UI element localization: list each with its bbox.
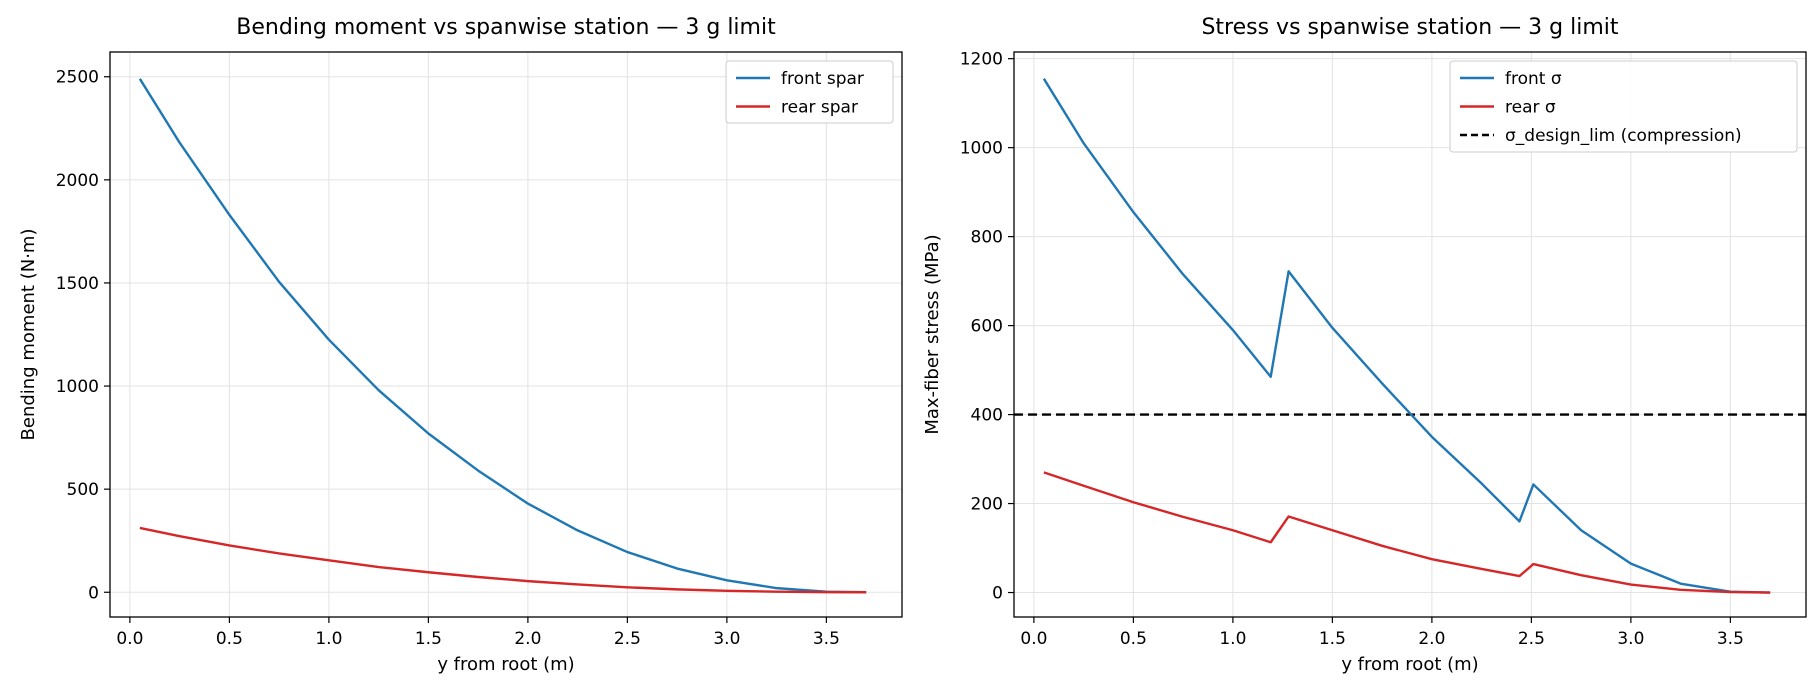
x-tick-label: 0.0 (1020, 629, 1047, 649)
y-tick-label: 1000 (56, 377, 99, 397)
y-tick-label: 800 (971, 228, 1003, 248)
chart-title: Stress vs spanwise station — 3 g limit (1201, 15, 1618, 40)
y-tick-label: 600 (971, 317, 1003, 337)
y-tick-label: 0 (88, 583, 99, 603)
axes-frame (1013, 51, 1807, 618)
x-tick-label: 1.5 (415, 629, 442, 649)
legend-label: rear σ (1505, 98, 1556, 118)
x-tick-label: 3.0 (713, 629, 740, 649)
x-tick-label: 3.5 (1717, 629, 1744, 649)
y-tick-label: 1500 (56, 274, 99, 294)
y-tick-label: 200 (971, 495, 1003, 515)
bending-moment-chart: 0.0 0.5 1.0 1.5 2.0 2.5 3.0 3.5 0 500 1000 1500 2000… (18, 15, 903, 675)
x-tick-label: 3.5 (813, 629, 840, 649)
y-tick-label: 2500 (56, 68, 99, 88)
x-tick-label: 3.0 (1617, 629, 1644, 649)
series-line-front- (1042, 78, 1771, 594)
series-line-rear- (1043, 471, 1771, 594)
y-tick-label: 1200 (960, 50, 1003, 70)
y-axis-label: Bending moment (N·m) (18, 229, 39, 441)
stress-chart: 0.0 0.5 1.0 1.5 2.0 2.5 3.0 3.5 0 200 400 600 800 100… (922, 15, 1807, 675)
x-tick-label: 2.0 (1418, 629, 1445, 649)
legend-label: front spar (781, 69, 864, 89)
legend-label: front σ (1505, 69, 1562, 89)
x-tick-label: 1.0 (315, 629, 342, 649)
y-tick-label: 400 (971, 406, 1003, 426)
legend-label: rear spar (781, 98, 858, 118)
y-tick-label: 2000 (56, 171, 99, 191)
x-tick-label: 0.5 (1120, 629, 1147, 649)
series-line-front-spar (138, 78, 867, 594)
x-tick-label: 0.0 (116, 629, 143, 649)
x-tick-label: 2.5 (614, 629, 641, 649)
y-axis-label: Max-fiber stress (MPa) (922, 234, 943, 434)
series-line-rear-spar (139, 526, 867, 594)
y-tick-label: 0 (992, 584, 1003, 604)
axes-frame (109, 51, 903, 618)
legend-label: σ_design_lim (compression) (1505, 126, 1742, 146)
x-axis-label: y from root (m) (437, 654, 574, 675)
y-tick-label: 500 (67, 480, 99, 500)
y-tick-label: 1000 (960, 139, 1003, 159)
x-tick-label: 2.5 (1518, 629, 1545, 649)
x-tick-label: 2.0 (514, 629, 541, 649)
x-tick-label: 0.5 (216, 629, 243, 649)
chart-title: Bending moment vs spanwise station — 3 g… (236, 15, 776, 40)
x-tick-label: 1.0 (1219, 629, 1246, 649)
legend-box (1449, 60, 1798, 153)
x-tick-label: 1.5 (1319, 629, 1346, 649)
x-axis-label: y from root (m) (1341, 654, 1478, 675)
